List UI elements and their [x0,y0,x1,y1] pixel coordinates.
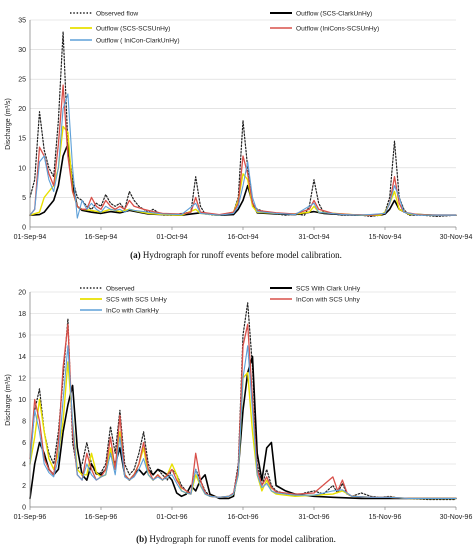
panel-a-x-tick-label: 30-Nov-94 [440,234,473,241]
panel-b-caption-label: (b) [136,534,147,544]
panel-b-x-tick-label: 30-Nov-96 [440,514,473,521]
panel-b-y-tick-label: 14 [18,354,26,361]
panel-a-x-tick-label: 15-Nov-94 [369,234,402,241]
panel-a-gridlines [30,19,456,228]
panel-b-x-tick-label: 16-Oct-96 [227,514,258,521]
panel-b-y-tick-label: 12 [18,375,26,382]
panel-b-y-tick-label: 4 [22,461,26,468]
panel-b-legend-label-5: InCo with ClarkHy [106,307,159,314]
panel-b-x-tick-label: 16-Sep-96 [85,514,118,521]
panel-a-y-tick-label: 0 [22,224,26,231]
panel-b-caption: (b) Hydrograph for runoff events for mod… [136,534,336,544]
panel-a-series-line-5 [29,93,457,219]
panel-a-legend-label-1: Observed flow [96,10,138,17]
panel-a-x-tick-label: 01-Oct-94 [156,234,187,241]
panel-a-y-tick-label: 35 [18,17,26,24]
panel-b-caption-text: Hydrograph for runoff events for model c… [147,534,336,544]
panel-a-legend-label-3: Outflow (SCS-SCSUnHy) [96,25,170,32]
panel-a-legend: Observed flow Outflow (SCS-ClarkUnHy) Outf… [70,10,379,44]
panel-b-y-tick-label: 2 [22,483,26,490]
panel-b-legend: Observed SCS With Clark UnHy SCS with SCS … [80,285,361,314]
panel-a-y-ticks: 0 5 10 15 20 25 30 35 [18,17,26,231]
panel-a-legend-label-2: Outflow (SCS-ClarkUnHy) [296,10,372,17]
hydrograph-panel-a: 0 5 10 15 20 25 30 35 01-Sep-94 16-Sep-94 01-Oct-… [5,10,472,260]
panel-a-y-tick-label: 15 [18,136,26,143]
panel-a-x-tick-label: 01-Sep-94 [14,234,47,241]
panel-a-y-tick-label: 10 [18,165,26,172]
panel-a-y-tick-label: 5 [22,195,26,202]
panel-b-y-tick-label: 6 [22,440,26,447]
panel-b-series [29,302,457,501]
panel-a-x-tick-label: 16-Sep-94 [85,234,118,241]
panel-b-y-axis-label: Discharge (m³/s) [5,374,12,426]
panel-a-y-tick-label: 25 [18,77,26,84]
panel-b-x-ticks: 01-Sep-96 16-Sep-96 01-Oct-96 16-Oct-96 31-O… [14,507,473,521]
panel-b-y-tick-label: 8 [22,418,26,425]
panel-a-series [29,31,457,219]
panel-b-legend-label-2: SCS With Clark UnHy [296,285,361,292]
panel-b-x-tick-label: 15-Nov-96 [369,514,402,521]
panel-a-legend-label-5: Outflow ( IniCon-ClarkUnHy) [96,37,180,44]
panel-a-caption: (a) Hydrograph for runoff events before … [130,250,342,260]
panel-b-y-tick-label: 0 [22,504,26,511]
panel-a-legend-label-4: Outflow (IniCons-SCSUnHy) [296,25,379,32]
panel-b-x-tick-label: 01-Sep-96 [14,514,47,521]
panel-a-y-tick-label: 20 [18,106,26,113]
panel-b-series-line-5 [29,345,457,499]
panel-b-y-ticks: 0 2 4 6 8 10 12 14 16 18 20 [18,289,26,511]
panel-b-y-tick-label: 16 [18,332,26,339]
panel-a-y-tick-label: 30 [18,47,26,54]
panel-a-caption-text: Hydrograph for runoff events before mode… [141,250,342,260]
panel-a-caption-label: (a) [130,250,141,260]
panel-b-x-tick-label: 01-Oct-96 [156,514,187,521]
panel-a-x-ticks: 01-Sep-94 16-Sep-94 01-Oct-94 16-Oct-94 31-O… [14,227,473,241]
panel-b-y-tick-label: 10 [18,397,26,404]
panel-a-x-tick-label: 31-Oct-94 [298,234,329,241]
hydrograph-panel-b: 0 2 4 6 8 10 12 14 16 18 20 01-Sep-96 16-Sep-96 01-O… [5,285,472,544]
panel-b-y-tick-label: 18 [18,311,26,318]
panel-b-legend-label-1: Observed [106,285,135,292]
panel-b-legend-label-4: InCon with SCS Unhy [296,296,360,303]
panel-a-x-tick-label: 16-Oct-94 [227,234,258,241]
panel-b-y-tick-label: 20 [18,289,26,296]
panel-b-legend-label-3: SCS with SCS UnHy [106,296,168,303]
panel-a-y-axis-label: Discharge (m³/s) [5,98,12,150]
panel-b-x-tick-label: 31-Oct-96 [298,514,329,521]
